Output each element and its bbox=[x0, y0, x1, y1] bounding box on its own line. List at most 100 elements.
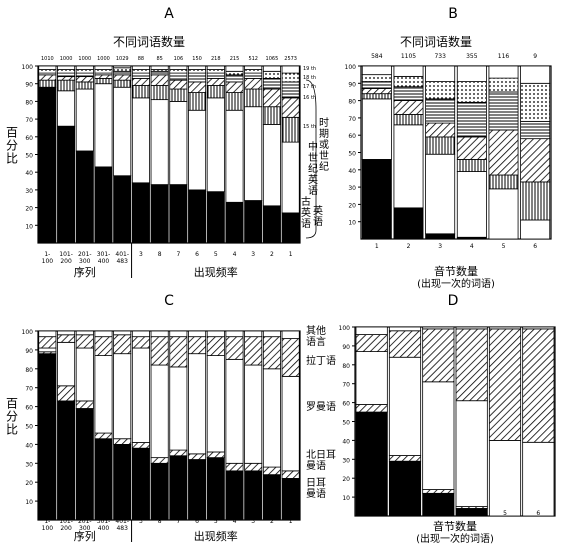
panel-letter: C bbox=[164, 293, 174, 309]
bar-segment-15 th-1-100 bbox=[38, 79, 57, 88]
top-title: 不同词语数量 bbox=[113, 34, 185, 49]
x-tick-label: 101-200 bbox=[59, 251, 73, 265]
bar-segment-古英语-8 bbox=[150, 184, 169, 244]
bar-segment-中世纪英语-8 bbox=[150, 99, 169, 185]
bar-segment-古英语-3 bbox=[244, 200, 263, 244]
x-tick-label: 101-200 bbox=[59, 518, 73, 532]
bar-segment-其他语言-6 bbox=[188, 330, 207, 338]
char: 英 bbox=[308, 173, 318, 186]
bar-segment-15 th-2 bbox=[262, 106, 281, 125]
top-count: 1029 bbox=[116, 56, 129, 62]
x-tick-label: 1 bbox=[375, 243, 379, 250]
y-tick-label: 40 bbox=[342, 438, 350, 445]
bar-segment-16 th-2 bbox=[262, 88, 281, 108]
bar-segment-layer-3-2 bbox=[393, 100, 424, 115]
bar-segment-layer-2-2 bbox=[388, 356, 422, 456]
y-tick-label: 20 bbox=[25, 206, 33, 213]
bar-segment-日耳曼语-401-483 bbox=[113, 443, 132, 521]
x-tick-label: 301-400 bbox=[97, 251, 111, 265]
bar-segment-layer-0-2 bbox=[393, 207, 424, 240]
y-tick-label: 100 bbox=[339, 325, 351, 332]
x-tick-label: 4 bbox=[470, 243, 474, 250]
bar-segment-layer-2-6 bbox=[520, 181, 551, 221]
x-tick-label: 301-400 bbox=[97, 518, 111, 532]
bar-segment-15 th-8 bbox=[150, 85, 169, 101]
bar-segment-layer-6-1 bbox=[361, 65, 392, 76]
bar-segment-15 th-101-200 bbox=[57, 79, 76, 92]
top-count: 355 bbox=[466, 53, 478, 60]
bar-segment-layer-6-4 bbox=[456, 65, 487, 82]
y-tick-label: 40 bbox=[25, 442, 33, 449]
y-tick-label: 50 bbox=[348, 151, 356, 158]
bar-segment-北日耳曼语-5 bbox=[206, 451, 225, 459]
bar-segment-其他语言-401-483 bbox=[113, 330, 132, 336]
bar-segment-北日耳曼语-3 bbox=[131, 442, 150, 449]
x-axis-sublabel: (出现一次的词语) bbox=[417, 277, 495, 290]
bar-segment-中世纪英语-2 bbox=[262, 124, 281, 207]
bar-segment-古英语-7 bbox=[169, 184, 188, 244]
char: 英 bbox=[301, 206, 311, 219]
bar-segment-layer-4-6 bbox=[522, 326, 555, 330]
bar-segment-layer-2-3 bbox=[425, 136, 456, 155]
y-tick-label: 30 bbox=[348, 185, 356, 192]
y-tick-label: 20 bbox=[342, 476, 350, 483]
y-tick-label: 10 bbox=[25, 499, 33, 506]
y-tick-label: 40 bbox=[348, 168, 356, 175]
bar-segment-15 th-401-483 bbox=[113, 79, 132, 88]
x-tick-label: 3 bbox=[139, 251, 143, 258]
bar-segment-古英语-101-200 bbox=[57, 125, 76, 244]
bar-segment-其他语言-1 bbox=[281, 330, 300, 339]
bar-segment-18 th-3 bbox=[131, 69, 150, 74]
bar-segment-其他语言-201-300 bbox=[75, 330, 94, 336]
bar-segment-拉丁语-401-483 bbox=[113, 334, 132, 355]
y-tick-label: 50 bbox=[25, 153, 33, 160]
char: 比 bbox=[6, 152, 18, 166]
y-tick-label: 60 bbox=[342, 401, 350, 408]
y-tick-label: 100 bbox=[22, 329, 34, 336]
bar-segment-15 th-6 bbox=[188, 92, 207, 111]
bar-segment-中世纪英语-3 bbox=[244, 106, 263, 201]
bar-segment-16 th-7 bbox=[169, 79, 188, 90]
bar-segment-18 th-4 bbox=[225, 70, 244, 76]
x-group-label-right: 出现频率 bbox=[194, 265, 238, 279]
bar-segment-layer-4-6 bbox=[520, 120, 551, 140]
char: 分 bbox=[6, 139, 18, 153]
bar-segment-19 th-4 bbox=[225, 65, 244, 72]
x-tick-label: 3 bbox=[139, 518, 143, 525]
bar-segment-其他语言-101-200 bbox=[57, 330, 76, 336]
bar-segment-18 th-101-200 bbox=[57, 69, 76, 74]
bar-segment-罗曼语-301-400 bbox=[94, 355, 113, 434]
bar-segment-拉丁语-7 bbox=[169, 336, 188, 368]
bar-segment-layer-3-6 bbox=[520, 138, 551, 183]
bar-segment-日耳曼语-4 bbox=[225, 470, 244, 521]
bar-segment-中世纪英语-6 bbox=[188, 109, 207, 191]
y-tick-label: 100 bbox=[345, 64, 357, 71]
series-label: 19 th bbox=[303, 66, 316, 72]
bar-segment-16 th-6 bbox=[188, 81, 207, 93]
x-tick-label: 1 bbox=[289, 518, 293, 525]
y-tick-label: 30 bbox=[342, 457, 350, 464]
x-tick-label: 401-483 bbox=[115, 518, 129, 532]
bar-segment-北日耳曼语-4 bbox=[225, 462, 244, 472]
x-tick-label: 5 bbox=[214, 518, 218, 525]
y-tick-label: 60 bbox=[348, 133, 356, 140]
bar-segment-古英语-301-400 bbox=[94, 166, 113, 244]
top-count: 2573 bbox=[284, 56, 297, 62]
y-tick-label: 50 bbox=[342, 420, 350, 427]
bar-segment-16 th-3 bbox=[244, 77, 263, 90]
top-count: 215 bbox=[230, 56, 240, 62]
bar-segment-拉丁语-8 bbox=[150, 336, 169, 366]
bar-segment-拉丁语-4 bbox=[225, 336, 244, 360]
bar-segment-18 th-6 bbox=[188, 69, 207, 74]
bar-segment-其他语言-301-400 bbox=[94, 330, 113, 338]
bar-segment-15 th-3 bbox=[244, 88, 263, 108]
bar-segment-中世纪英语-3 bbox=[131, 97, 150, 184]
bar-segment-layer-0-2 bbox=[388, 460, 422, 517]
char: 世 bbox=[308, 152, 318, 164]
bar-segment-16 th-5 bbox=[206, 77, 225, 86]
x-tick-label: 2 bbox=[407, 243, 411, 250]
bar-segment-17 th-201-300 bbox=[75, 72, 94, 78]
x-tick-label: 4 bbox=[470, 510, 474, 517]
bar-segment-17 th-8 bbox=[150, 70, 169, 76]
